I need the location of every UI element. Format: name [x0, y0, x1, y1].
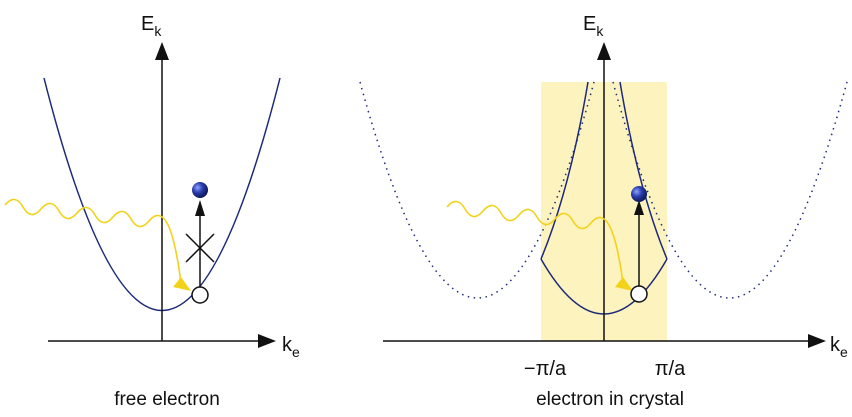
left-x-axis-label: ke — [282, 334, 300, 360]
right-photon-wave — [446, 200, 624, 284]
tick-label-minus-pi-over-a: −π/a — [524, 358, 567, 380]
left-x-axis-arrowhead — [258, 334, 276, 348]
right-x-axis-arrowhead — [808, 334, 826, 348]
left-photon-arrowhead — [173, 277, 191, 291]
dotted-parabola-left — [359, 81, 595, 299]
right-caption: electron in crystal — [536, 389, 684, 410]
reduced-zone-band-right-branch — [619, 81, 668, 260]
right-photon-arrowhead — [615, 277, 633, 291]
left-caption: free electron — [114, 389, 220, 410]
left-electron-ball — [192, 182, 208, 198]
crystal-electron-panel: Ek ke −π/a π/a electron in crystal — [359, 13, 848, 410]
left-photon-wave — [4, 198, 182, 284]
left-y-axis-arrowhead — [155, 42, 169, 60]
dotted-parabola-right — [612, 81, 848, 299]
left-hole-circle — [191, 286, 209, 304]
right-hole-circle — [630, 285, 648, 303]
reduced-zone-band-left-branch — [540, 81, 589, 260]
right-electron-ball — [631, 186, 647, 202]
left-transition-arrowhead — [195, 200, 205, 216]
right-transition-arrowhead — [634, 200, 644, 215]
right-y-axis-label: Ek — [583, 13, 604, 39]
forbidden-cross-icon — [185, 233, 215, 263]
right-y-axis-arrowhead — [597, 42, 611, 60]
right-x-axis-label: ke — [830, 334, 848, 360]
free-electron-panel: Ek ke free electron — [4, 13, 300, 410]
left-y-axis-label: Ek — [141, 13, 162, 39]
tick-label-pi-over-a: π/a — [655, 358, 686, 380]
